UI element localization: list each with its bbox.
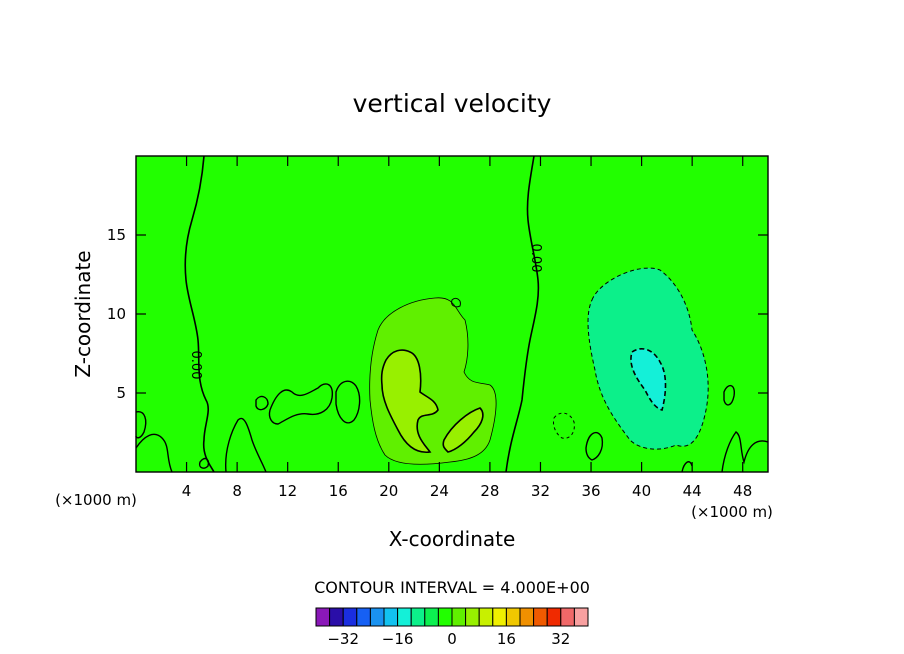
x-tick-label: 20 — [379, 482, 398, 500]
zero-contour-blob — [723, 385, 736, 406]
colorbar-ticks: −32 −16 0 16 32 — [327, 630, 570, 648]
zero-contour-edge — [135, 411, 147, 439]
zero-contour-blob — [255, 395, 269, 411]
x-tick-label: 40 — [632, 482, 651, 500]
y-axis-label: Z-coordinate — [71, 250, 95, 377]
zero-contour-blob — [224, 417, 267, 473]
zero-contour-blob — [721, 431, 769, 473]
y-tick-label: 10 — [107, 305, 126, 323]
x-tick-label: 8 — [232, 482, 242, 500]
colorbar-tick-label: −16 — [382, 630, 414, 648]
colorbar-swatch — [342, 607, 358, 627]
x-tick-label: 36 — [581, 482, 600, 500]
colorbar-swatch — [329, 607, 344, 627]
y-tick-label: 5 — [116, 384, 126, 402]
colorbar-tick-label: −32 — [327, 630, 359, 648]
colorbar-swatch — [519, 607, 535, 627]
zero-contour-blob — [585, 431, 604, 461]
y-axis-ticks: 5 10 15 — [107, 226, 768, 402]
colorbar-swatch — [533, 607, 548, 627]
x-tick-label: 16 — [329, 482, 348, 500]
colorbar-swatch — [451, 607, 467, 627]
colorbar-swatch — [437, 607, 453, 627]
x-axis-label: X-coordinate — [389, 527, 516, 551]
zero-contour-right — [505, 155, 540, 473]
colorbar-tick-label: 32 — [551, 630, 570, 648]
colorbar-tick-label: 16 — [497, 630, 516, 648]
zero-contour-left — [184, 155, 215, 473]
x-tick-label: 24 — [430, 482, 449, 500]
x-tick-label: 28 — [480, 482, 499, 500]
y-tick-label: 15 — [107, 226, 126, 244]
region-neg-8-to-neg-4 — [630, 348, 667, 411]
x-tick-label: 44 — [683, 482, 702, 500]
colorbar-swatch — [315, 607, 331, 627]
z-unit-label: (×1000 m) — [55, 491, 137, 509]
region-8-to-12 — [380, 349, 439, 454]
x-unit-label: (×1000 m) — [691, 503, 773, 521]
plot-area: 0.00 0.00 — [135, 155, 769, 473]
colorbar-swatch — [356, 607, 371, 627]
contour-interval-text: CONTOUR INTERVAL = 4.000E+00 — [314, 578, 590, 597]
contour-label: 0.00 — [188, 351, 203, 380]
x-tick-label: 12 — [278, 482, 297, 500]
colorbar-swatch — [383, 607, 399, 627]
colorbar-swatch — [492, 607, 507, 627]
colorbar-swatch — [505, 607, 521, 627]
colorbar-swatch — [573, 607, 589, 627]
colorbar-swatch — [369, 607, 385, 627]
zero-contour-blob — [681, 461, 693, 473]
colorbar-swatch — [410, 607, 426, 627]
colorbar-swatch — [465, 607, 480, 627]
zero-contour-blob — [198, 457, 210, 469]
x-tick-label: 32 — [531, 482, 550, 500]
x-tick-label: 4 — [182, 482, 192, 500]
zero-contour-blob — [335, 380, 361, 424]
zero-contour-blob — [451, 297, 461, 308]
colorbar — [315, 607, 589, 627]
colorbar-swatch — [478, 607, 494, 627]
zero-contour-blob — [268, 383, 333, 425]
x-axis-ticks: 4 8 12 16 20 24 28 32 36 40 44 48 — [182, 156, 752, 500]
colorbar-swatch — [397, 607, 412, 627]
colorbar-swatch — [560, 607, 575, 627]
colorbar-swatch — [546, 607, 562, 627]
contour-label: 0.00 — [528, 244, 543, 273]
colorbar-tick-label: 0 — [447, 630, 457, 648]
colorbar-swatch — [424, 607, 439, 627]
chart-title: vertical velocity — [353, 89, 552, 118]
region-8-to-12-small — [442, 407, 484, 453]
x-tick-label: 48 — [733, 482, 752, 500]
zero-contour-edge — [135, 433, 173, 473]
contour-neg-small — [553, 412, 575, 439]
